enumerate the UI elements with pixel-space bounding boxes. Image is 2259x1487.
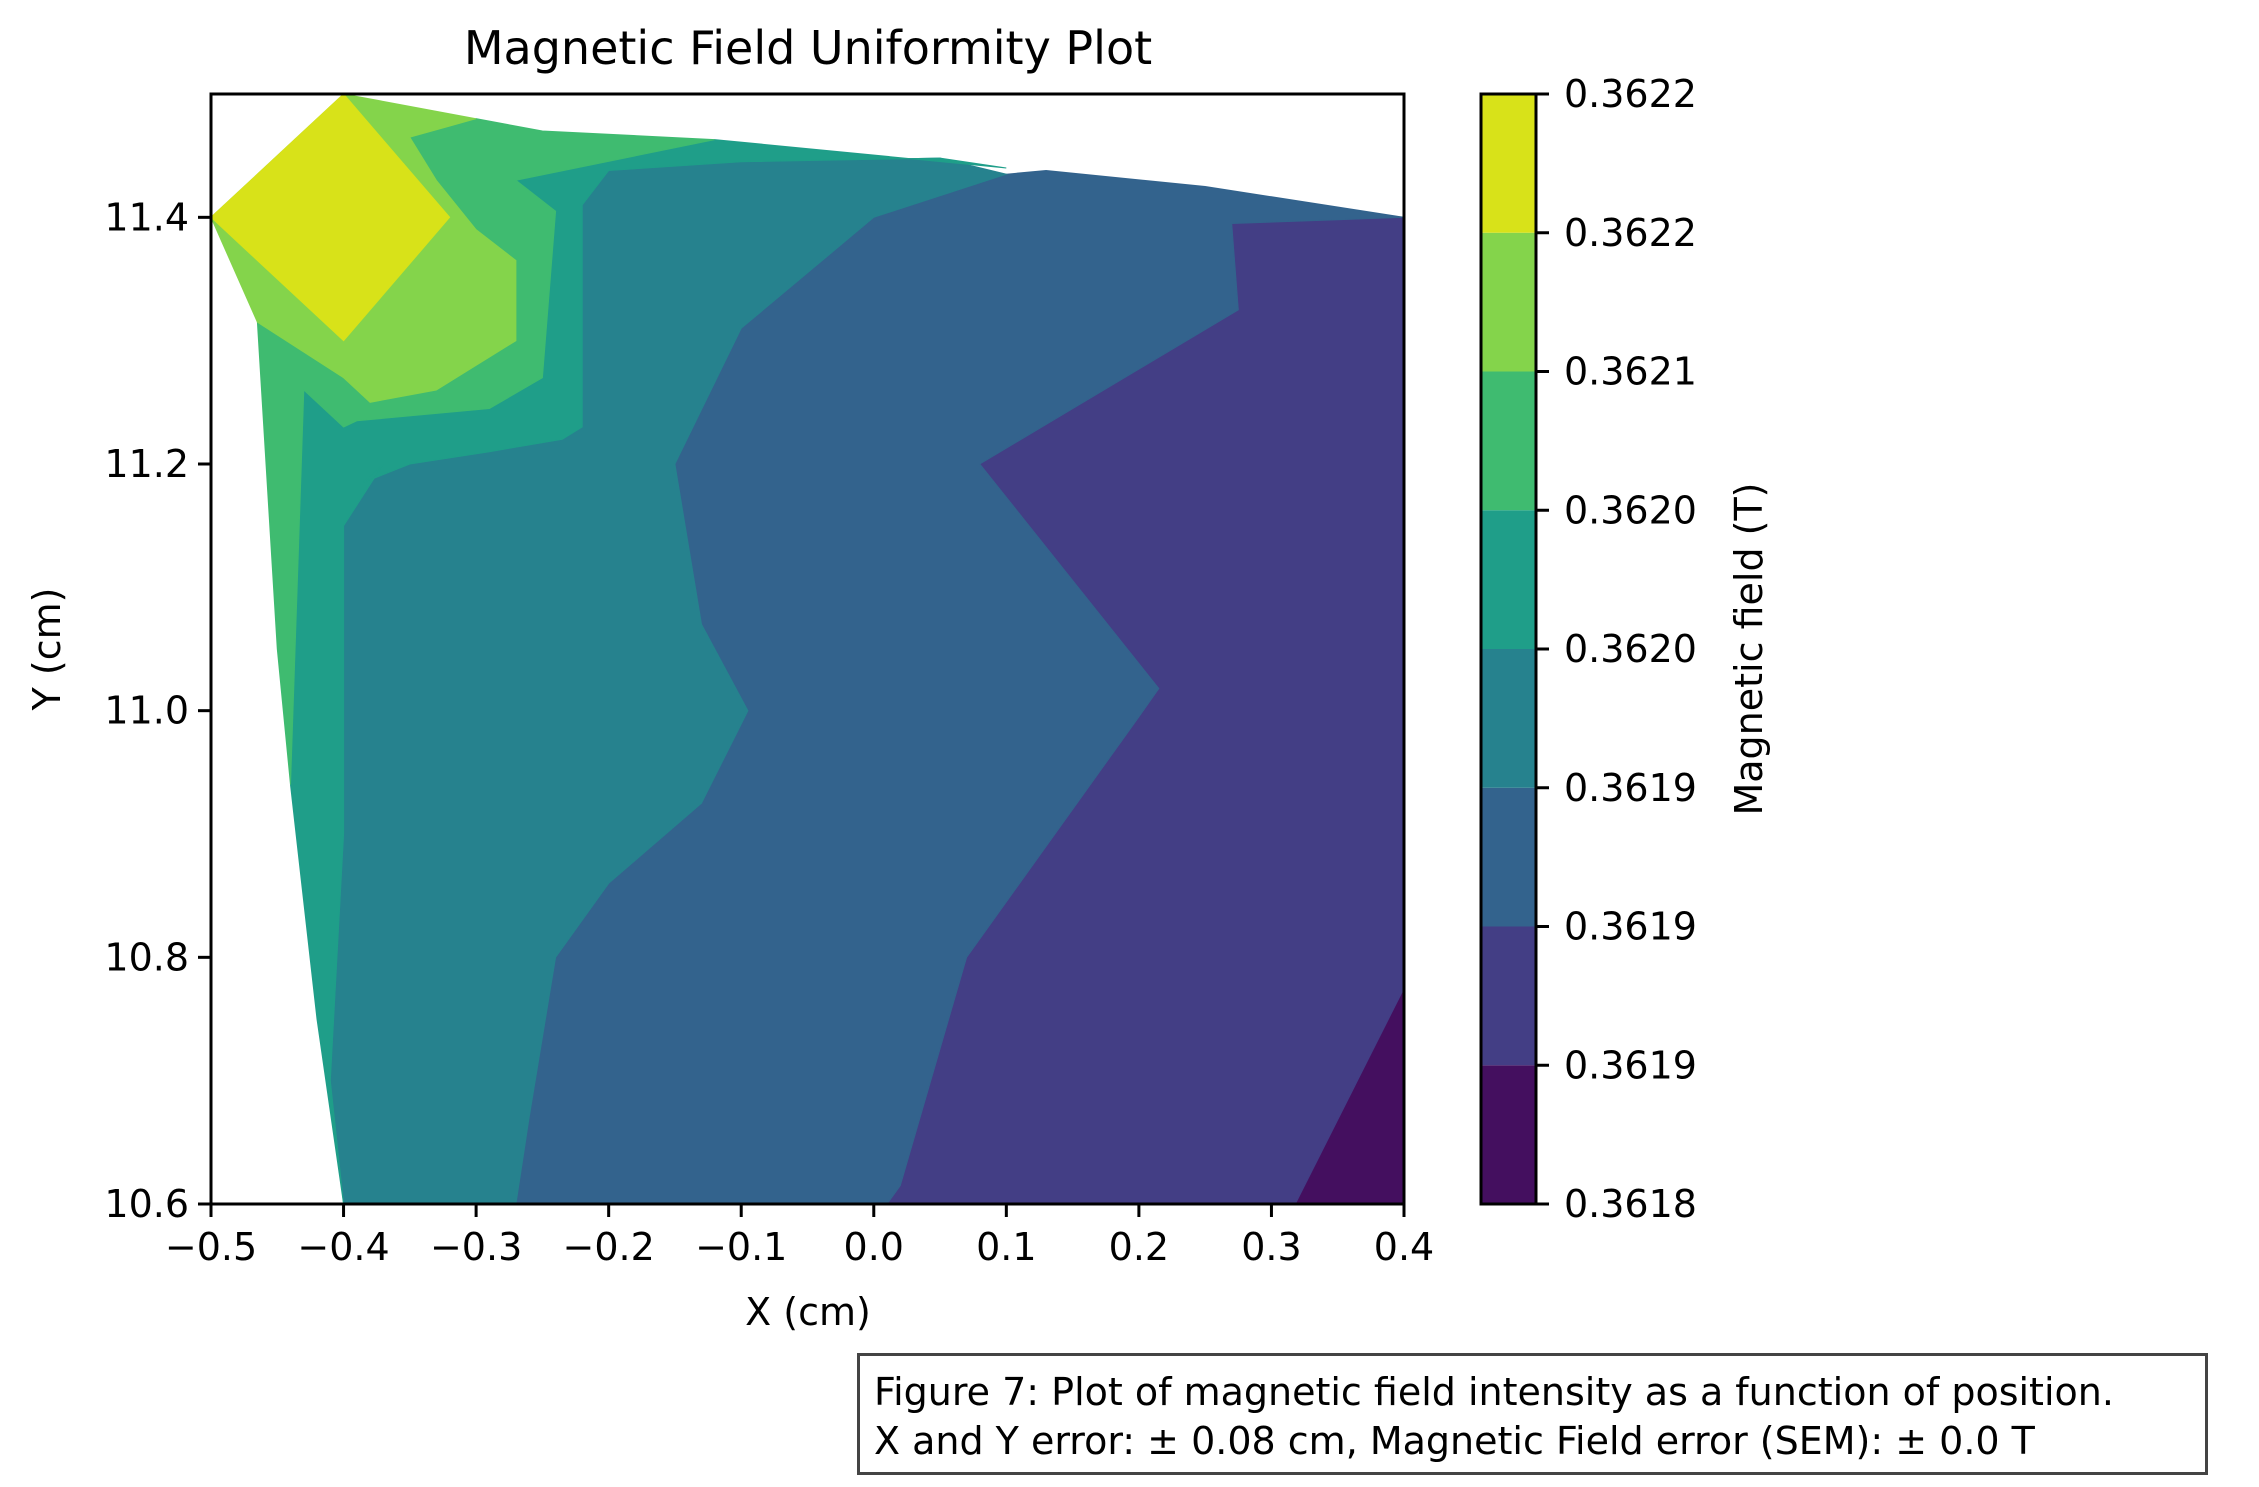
x-axis-label: X (cm): [745, 1290, 871, 1334]
caption-line-2: X and Y error: ± 0.08 cm, Magnetic Field…: [874, 1419, 2035, 1463]
colorbar-tick-label: 0.3619: [1564, 905, 1697, 949]
colorbar-band: [1481, 649, 1536, 788]
plot-frame: [209, 92, 1406, 1206]
y-tick-label: 11.0: [104, 689, 189, 733]
colorbar-band: [1481, 926, 1536, 1066]
colorbar-band: [1481, 787, 1536, 927]
x-tick-label: 0.3: [1241, 1225, 1301, 1269]
colorbar-tick-label: 0.3620: [1564, 627, 1697, 671]
colorbar-band: [1481, 94, 1536, 233]
y-tick-label: 10.8: [104, 935, 189, 979]
colorbar-band: [1481, 1065, 1536, 1204]
contour-regions: [210, 93, 1405, 1205]
chart-title: Magnetic Field Uniformity Plot: [464, 21, 1152, 75]
colorbar-ticks: 0.3618 0.3619 0.3619 0.3619 0.3620 0.3620 0.36…: [1536, 72, 1697, 1226]
y-axis-label: Y (cm): [25, 588, 69, 712]
x-tick-label: 0.4: [1374, 1225, 1434, 1269]
x-tick-label: −0.4: [297, 1225, 389, 1269]
colorbar-band: [1481, 371, 1536, 511]
caption-line-1: Figure 7: Plot of magnetic field intensi…: [874, 1370, 2114, 1414]
colorbar-tick-label: 0.3622: [1564, 72, 1697, 116]
x-tick-label: −0.2: [563, 1225, 655, 1269]
colorbar-tick-label: 0.3622: [1564, 211, 1697, 255]
contour-region-level-7: [210, 93, 451, 342]
x-tick-label: 0.0: [844, 1225, 904, 1269]
colorbar-tick-label: 0.3619: [1564, 766, 1697, 810]
colorbar-bands: [1481, 94, 1536, 1204]
y-axis-ticks: 10.6 10.8 11.0 11.2 11.4: [104, 195, 211, 1226]
colorbar-tick-label: 0.3618: [1564, 1182, 1697, 1226]
colorbar: 0.3618 0.3619 0.3619 0.3619 0.3620 0.3620 0.36…: [1479, 72, 1771, 1226]
x-tick-label: −0.5: [165, 1225, 257, 1269]
y-tick-label: 11.4: [104, 195, 189, 239]
figure-caption: Figure 7: Plot of magnetic field intensi…: [857, 1353, 2208, 1475]
colorbar-tick-label: 0.3621: [1564, 350, 1697, 394]
x-tick-label: −0.3: [430, 1225, 522, 1269]
colorbar-tick-label: 0.3620: [1564, 488, 1697, 532]
colorbar-label: Magnetic field (T): [1727, 482, 1771, 815]
x-tick-label: 0.1: [976, 1225, 1036, 1269]
plot-area: −0.5 −0.4 −0.3 −0.2 −0.1 0.0 0.1 0.2 0.3 0.4 10.6…: [104, 92, 1434, 1269]
colorbar-band: [1481, 510, 1536, 649]
colorbar-band: [1481, 232, 1536, 372]
x-tick-label: 0.2: [1109, 1225, 1169, 1269]
x-axis-ticks: −0.5 −0.4 −0.3 −0.2 −0.1 0.0 0.1 0.2 0.3 0.4: [165, 1204, 1434, 1269]
colorbar-tick-label: 0.3619: [1564, 1043, 1697, 1087]
x-tick-label: −0.1: [695, 1225, 787, 1269]
y-tick-label: 10.6: [104, 1182, 189, 1226]
y-tick-label: 11.2: [104, 442, 189, 486]
